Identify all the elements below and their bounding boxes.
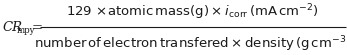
Text: $129\,\times\!\mathrm{atomic\,mass(g)}\times i_{\mathrm{corr}}\,\mathrm{(mA\,cm}: $129\,\times\!\mathrm{atomic\,mass(g)}\t…: [66, 2, 319, 22]
Text: mpy: mpy: [17, 26, 35, 35]
Text: CR: CR: [2, 21, 22, 34]
Text: =: =: [32, 21, 43, 34]
Text: $\mathrm{number\,of\,electron\,transfered}\times\mathrm{density\,(g\,cm}^{-3}\ma: $\mathrm{number\,of\,electron\,transfere…: [34, 34, 347, 54]
